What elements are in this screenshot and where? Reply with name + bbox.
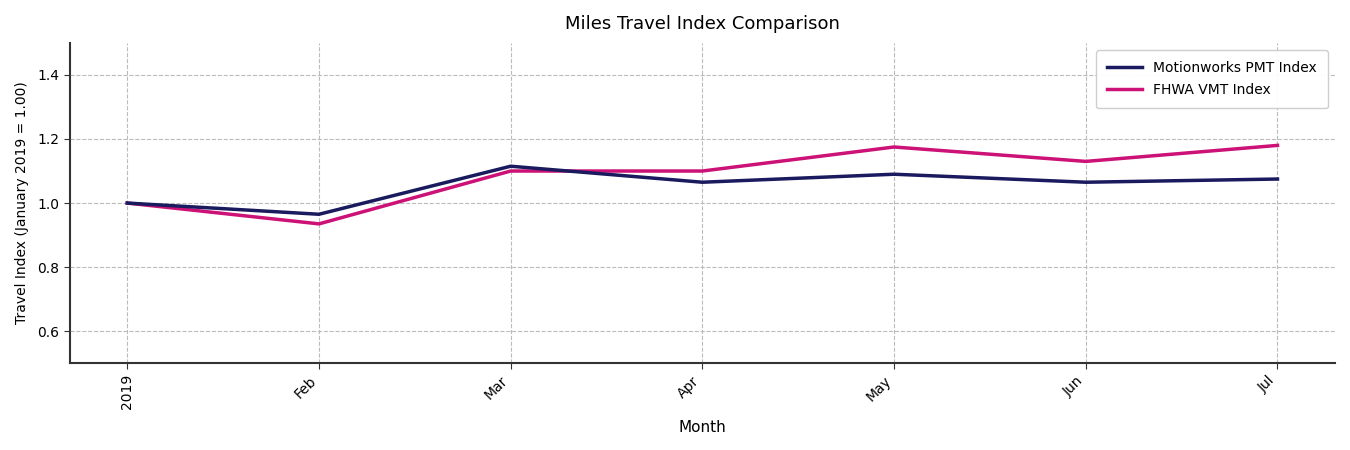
FHWA VMT Index [886, 144, 902, 150]
Motionworks PMT Index [502, 163, 518, 169]
Legend: Motionworks PMT Index, FHWA VMT Index: Motionworks PMT Index, FHWA VMT Index [1096, 50, 1328, 108]
FHWA VMT Index [502, 168, 518, 174]
Motionworks PMT Index [1077, 180, 1094, 185]
Motionworks PMT Index [119, 200, 135, 206]
FHWA VMT Index [119, 200, 135, 206]
X-axis label: Month: Month [679, 420, 726, 435]
Motionworks PMT Index [1269, 176, 1285, 182]
Line: FHWA VMT Index: FHWA VMT Index [127, 145, 1277, 224]
FHWA VMT Index [1269, 143, 1285, 148]
Y-axis label: Travel Index (January 2019 = 1.00): Travel Index (January 2019 = 1.00) [15, 82, 28, 324]
Motionworks PMT Index [694, 180, 710, 185]
Title: Miles Travel Index Comparison: Miles Travel Index Comparison [564, 15, 840, 33]
FHWA VMT Index [694, 168, 710, 174]
Motionworks PMT Index [310, 212, 327, 217]
Motionworks PMT Index [886, 171, 902, 177]
FHWA VMT Index [1077, 159, 1094, 164]
Line: Motionworks PMT Index: Motionworks PMT Index [127, 166, 1277, 214]
FHWA VMT Index [310, 221, 327, 227]
